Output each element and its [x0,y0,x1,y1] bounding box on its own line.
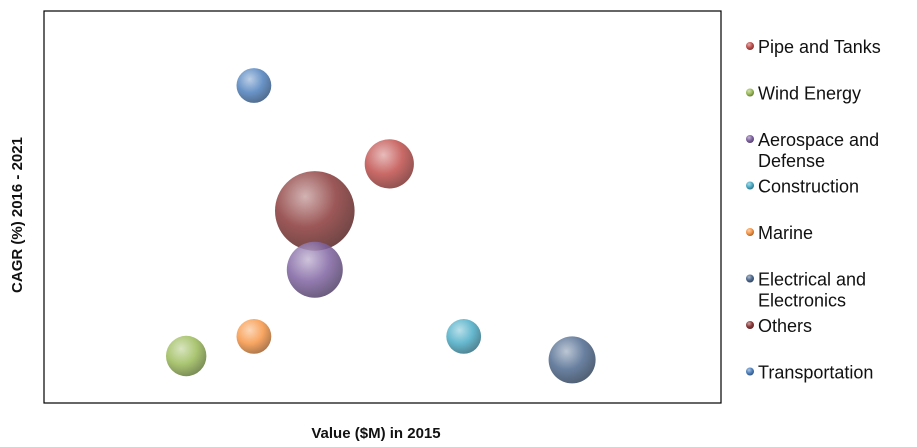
legend-label-electrical-and-electronics-line1: Electrical and [758,270,866,290]
legend-label-transportation: Transportation [758,363,873,383]
legend-label-aerospace-and-defense-line1: Aerospace and [758,130,879,150]
bubble-construction [446,319,482,354]
legend-marker-wind-energy [746,88,754,97]
legend-label-others: Others [758,316,812,336]
legend-marker-transportation [746,367,754,376]
legend-marker-construction [746,181,754,190]
legend-label-marine: Marine [758,223,813,243]
bubble-marine [236,319,272,354]
legend: Pipe and Tanks Wind Energy Aerospace andDe… [746,37,881,383]
bubble-others [275,171,355,251]
x-axis-label: Value ($M) in 2015 [311,425,440,442]
legend-label-aerospace-and-defense-line2: Defense [758,151,825,171]
plot-area [43,10,722,404]
bubble-electrical-and-electronics [548,336,596,384]
y-axis-label: CAGR (%) 2016 - 2021 [9,137,26,293]
legend-marker-aerospace-and-defense [746,135,754,143]
legend-label-pipe-and-tanks: Pipe and Tanks [758,37,881,57]
legend-marker-others [746,321,754,329]
bubble-wind-energy [166,335,207,377]
bubble-transportation [236,68,272,103]
bubble-aerospace-and-defense [286,241,343,298]
legend-label-wind-energy: Wind Energy [758,84,861,104]
legend-label-electrical-and-electronics-line2: Electronics [758,291,846,311]
bubble-layer [166,68,596,384]
legend-marker-marine [746,228,754,236]
legend-marker-pipe-and-tanks [746,42,754,50]
legend-label-construction: Construction [758,177,859,197]
legend-marker-electrical-and-electronics [746,274,754,283]
bubble-pipe-and-tanks [364,139,414,189]
